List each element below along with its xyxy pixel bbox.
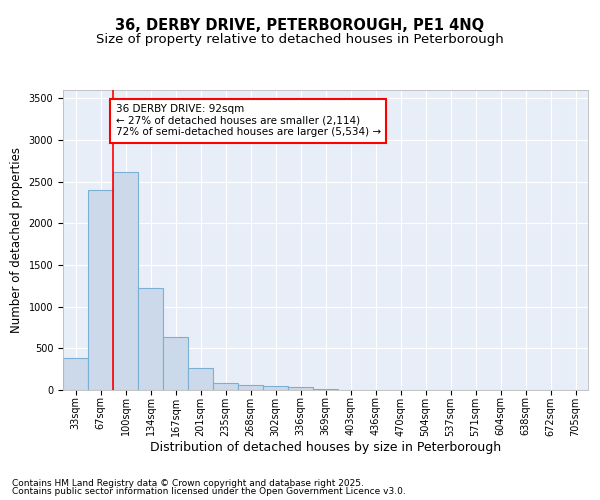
Text: Contains public sector information licensed under the Open Government Licence v3: Contains public sector information licen…	[12, 487, 406, 496]
Bar	[63, 358, 88, 390]
Bar	[138, 288, 163, 390]
Bar	[113, 172, 138, 390]
Bar	[263, 386, 288, 390]
Bar	[288, 387, 313, 390]
X-axis label: Distribution of detached houses by size in Peterborough: Distribution of detached houses by size …	[150, 441, 501, 454]
Bar	[188, 368, 213, 390]
Text: Size of property relative to detached houses in Peterborough: Size of property relative to detached ho…	[96, 32, 504, 46]
Text: 36 DERBY DRIVE: 92sqm
← 27% of detached houses are smaller (2,114)
72% of semi-d: 36 DERBY DRIVE: 92sqm ← 27% of detached …	[115, 104, 380, 138]
Bar	[238, 386, 263, 390]
Bar	[88, 190, 113, 390]
Bar	[313, 388, 338, 390]
Bar	[213, 382, 238, 390]
Text: Contains HM Land Registry data © Crown copyright and database right 2025.: Contains HM Land Registry data © Crown c…	[12, 478, 364, 488]
Bar	[163, 336, 188, 390]
Y-axis label: Number of detached properties: Number of detached properties	[10, 147, 23, 333]
Text: 36, DERBY DRIVE, PETERBOROUGH, PE1 4NQ: 36, DERBY DRIVE, PETERBOROUGH, PE1 4NQ	[115, 18, 485, 32]
